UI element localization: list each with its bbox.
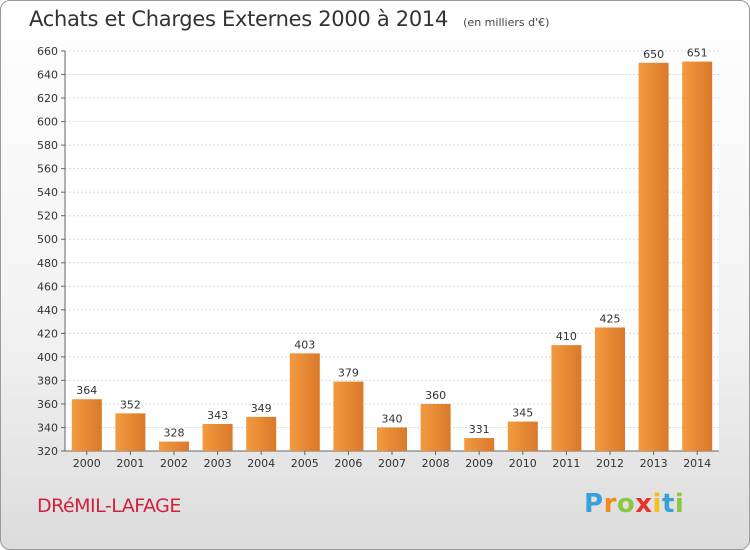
bar xyxy=(464,438,495,451)
bar-value-label: 352 xyxy=(120,398,141,411)
y-tick-label: 560 xyxy=(37,163,58,176)
bar-value-label: 343 xyxy=(207,409,228,422)
bar xyxy=(202,423,233,451)
y-tick-label: 460 xyxy=(37,280,58,293)
bar-value-label: 328 xyxy=(164,427,185,440)
x-tick-label: 2012 xyxy=(596,457,624,470)
chart-unit-text: (en milliers d'€) xyxy=(463,16,550,29)
bar-value-label: 360 xyxy=(425,389,446,402)
bar xyxy=(377,427,407,451)
x-tick-label: 2006 xyxy=(334,457,362,470)
y-tick-label: 360 xyxy=(37,398,58,411)
y-tick-label: 320 xyxy=(37,445,58,458)
bar xyxy=(420,403,451,451)
y-tick-label: 580 xyxy=(37,139,58,152)
x-tick-label: 2008 xyxy=(422,457,450,470)
x-tick-label: 2007 xyxy=(378,457,406,470)
commune-name: DRéMIL-LAFAGE xyxy=(37,495,181,517)
logo-letter: o xyxy=(616,489,636,519)
logo-letter: t xyxy=(661,489,675,519)
logo-letter: x xyxy=(635,489,653,519)
y-tick-label: 500 xyxy=(37,233,58,246)
bar xyxy=(115,413,146,451)
bar-value-label: 410 xyxy=(556,330,577,343)
y-tick-label: 420 xyxy=(37,327,58,340)
logo-letter: i xyxy=(674,489,685,519)
chart-title-text: Achats et Charges Externes 2000 à 2014 xyxy=(29,7,449,31)
y-tick-label: 660 xyxy=(37,45,58,58)
logo-letter: i xyxy=(652,489,662,519)
chart-title: Achats et Charges Externes 2000 à 2014 (… xyxy=(29,7,549,31)
x-tick-label: 2002 xyxy=(160,457,188,470)
bar xyxy=(638,62,669,451)
y-tick-label: 640 xyxy=(37,69,58,82)
bar xyxy=(333,381,364,451)
bar-value-label: 651 xyxy=(687,47,708,60)
y-tick-label: 480 xyxy=(37,257,58,270)
x-tick-label: 2010 xyxy=(509,457,537,470)
x-tick-label: 2004 xyxy=(247,457,275,470)
x-tick-label: 2003 xyxy=(204,457,232,470)
bar xyxy=(682,61,713,452)
y-tick-label: 400 xyxy=(37,351,58,364)
bar-value-label: 403 xyxy=(294,338,315,351)
bar-value-label: 349 xyxy=(251,402,272,415)
bar xyxy=(551,345,582,451)
bar xyxy=(71,399,102,451)
bar xyxy=(595,327,625,451)
y-tick-label: 620 xyxy=(37,92,58,105)
bar xyxy=(246,416,277,451)
y-tick-label: 380 xyxy=(37,374,58,387)
x-tick-label: 2011 xyxy=(552,457,580,470)
bar-value-label: 379 xyxy=(338,367,359,380)
x-tick-label: 2001 xyxy=(116,457,144,470)
x-tick-label: 2014 xyxy=(683,457,711,470)
y-tick-label: 520 xyxy=(37,210,58,223)
y-tick-label: 600 xyxy=(37,116,58,129)
bar xyxy=(507,421,538,451)
x-tick-label: 2000 xyxy=(73,457,101,470)
logo-letter: r xyxy=(603,489,617,519)
x-tick-label: 2005 xyxy=(291,457,319,470)
bar xyxy=(159,441,189,451)
bar xyxy=(289,353,320,451)
bar-value-label: 650 xyxy=(643,48,664,61)
bar-value-label: 340 xyxy=(382,412,403,425)
x-tick-label: 2009 xyxy=(465,457,493,470)
logo-letter: P xyxy=(584,489,604,519)
y-tick-label: 440 xyxy=(37,304,58,317)
y-tick-label: 340 xyxy=(37,421,58,434)
bar-value-label: 345 xyxy=(512,407,533,420)
bar-value-label: 331 xyxy=(469,423,490,436)
bar-value-label: 364 xyxy=(76,384,97,397)
x-tick-label: 2013 xyxy=(640,457,668,470)
proxiti-logo: Proxiti xyxy=(584,489,684,519)
y-tick-label: 540 xyxy=(37,186,58,199)
bar-value-label: 425 xyxy=(600,312,621,325)
